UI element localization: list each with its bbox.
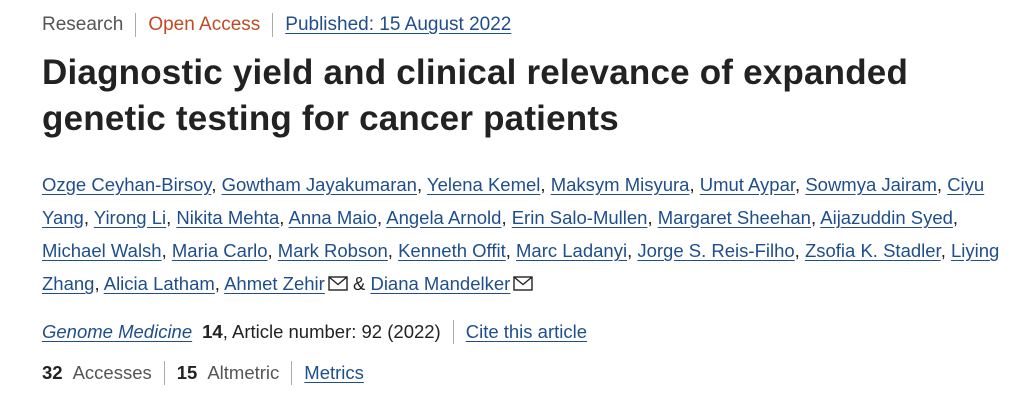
cite-this-article-link[interactable]: Cite this article <box>465 321 588 342</box>
altmetric-count: 15 <box>176 362 198 383</box>
article-title: Diagnostic yield and clinical relevance … <box>42 53 909 138</box>
mail-icon[interactable] <box>328 268 348 301</box>
author-link[interactable]: Kenneth Offit <box>398 240 506 261</box>
author-link[interactable]: Diana Mandelker <box>370 273 511 294</box>
author-link[interactable]: Marc Ladanyi <box>516 240 628 261</box>
metrics-row: 32 Accesses 15 Altmetric Metrics <box>42 358 1002 388</box>
author-link[interactable]: Yirong Li <box>93 207 167 228</box>
divider <box>291 361 293 385</box>
author-list: Ozge Ceyhan-Birsoy, Gowtham Jayakumaran,… <box>42 168 1002 301</box>
metrics-link[interactable]: Metrics <box>304 362 364 383</box>
author-link[interactable]: Zsofia K. Stadler <box>804 240 941 261</box>
author-link[interactable]: Nikita Mehta <box>176 207 280 228</box>
author-link[interactable]: Erin Salo-Mullen <box>511 207 648 228</box>
author-link[interactable]: Margaret Sheehan <box>657 207 811 228</box>
author-link[interactable]: Angela Arnold <box>386 207 502 228</box>
altmetric-label: Altmetric <box>207 362 280 383</box>
journal-link[interactable]: Genome Medicine <box>42 321 193 342</box>
author-link[interactable]: Ahmet Zehir <box>224 273 325 294</box>
open-access-badge: Open Access <box>148 14 261 35</box>
article-type: Research <box>42 14 124 35</box>
article-header: Research Open Access Published: 15 Augus… <box>42 10 1002 388</box>
citation-row: Genome Medicine 14 , Article number: 92 … <box>42 317 1002 347</box>
accesses-count: 32 <box>42 362 63 383</box>
author-link[interactable]: Michael Walsh <box>42 240 162 261</box>
accesses-label: Accesses <box>72 362 152 383</box>
published-date-link[interactable]: Published: 15 August 2022 <box>285 14 512 35</box>
mail-icon[interactable] <box>513 268 534 301</box>
author-link[interactable]: Alicia Latham <box>103 273 215 294</box>
author-link[interactable]: Yelena Kemel <box>426 174 541 195</box>
article-meta-row: Research Open Access Published: 15 Augus… <box>42 10 1002 40</box>
author-link[interactable]: Aijazuddin Syed <box>820 207 953 228</box>
author-link[interactable]: Ciyu Yang <box>42 174 985 228</box>
divider <box>272 13 274 37</box>
author-link[interactable]: Mark Robson <box>277 240 388 261</box>
author-link[interactable]: Ozge Ceyhan-Birsoy <box>42 174 212 195</box>
divider <box>135 13 137 37</box>
author-link[interactable]: Umut Aypar <box>699 174 796 195</box>
divider <box>452 320 454 344</box>
divider <box>163 361 165 385</box>
author-conjunction: & <box>352 273 366 294</box>
author-link[interactable]: Sowmya Jairam <box>805 174 937 195</box>
author-link[interactable]: Anna Maio <box>288 207 377 228</box>
journal-volume: 14 <box>202 321 223 342</box>
author-link[interactable]: Jorge S. Reis-Filho <box>637 240 795 261</box>
author-link[interactable]: Gowtham Jayakumaran <box>221 174 417 195</box>
author-link[interactable]: Liying Zhang <box>42 240 1000 294</box>
author-link[interactable]: Maria Carlo <box>171 240 268 261</box>
article-number: , Article number: 92 (2022) <box>222 321 441 342</box>
author-link[interactable]: Maksym Misyura <box>550 174 690 195</box>
